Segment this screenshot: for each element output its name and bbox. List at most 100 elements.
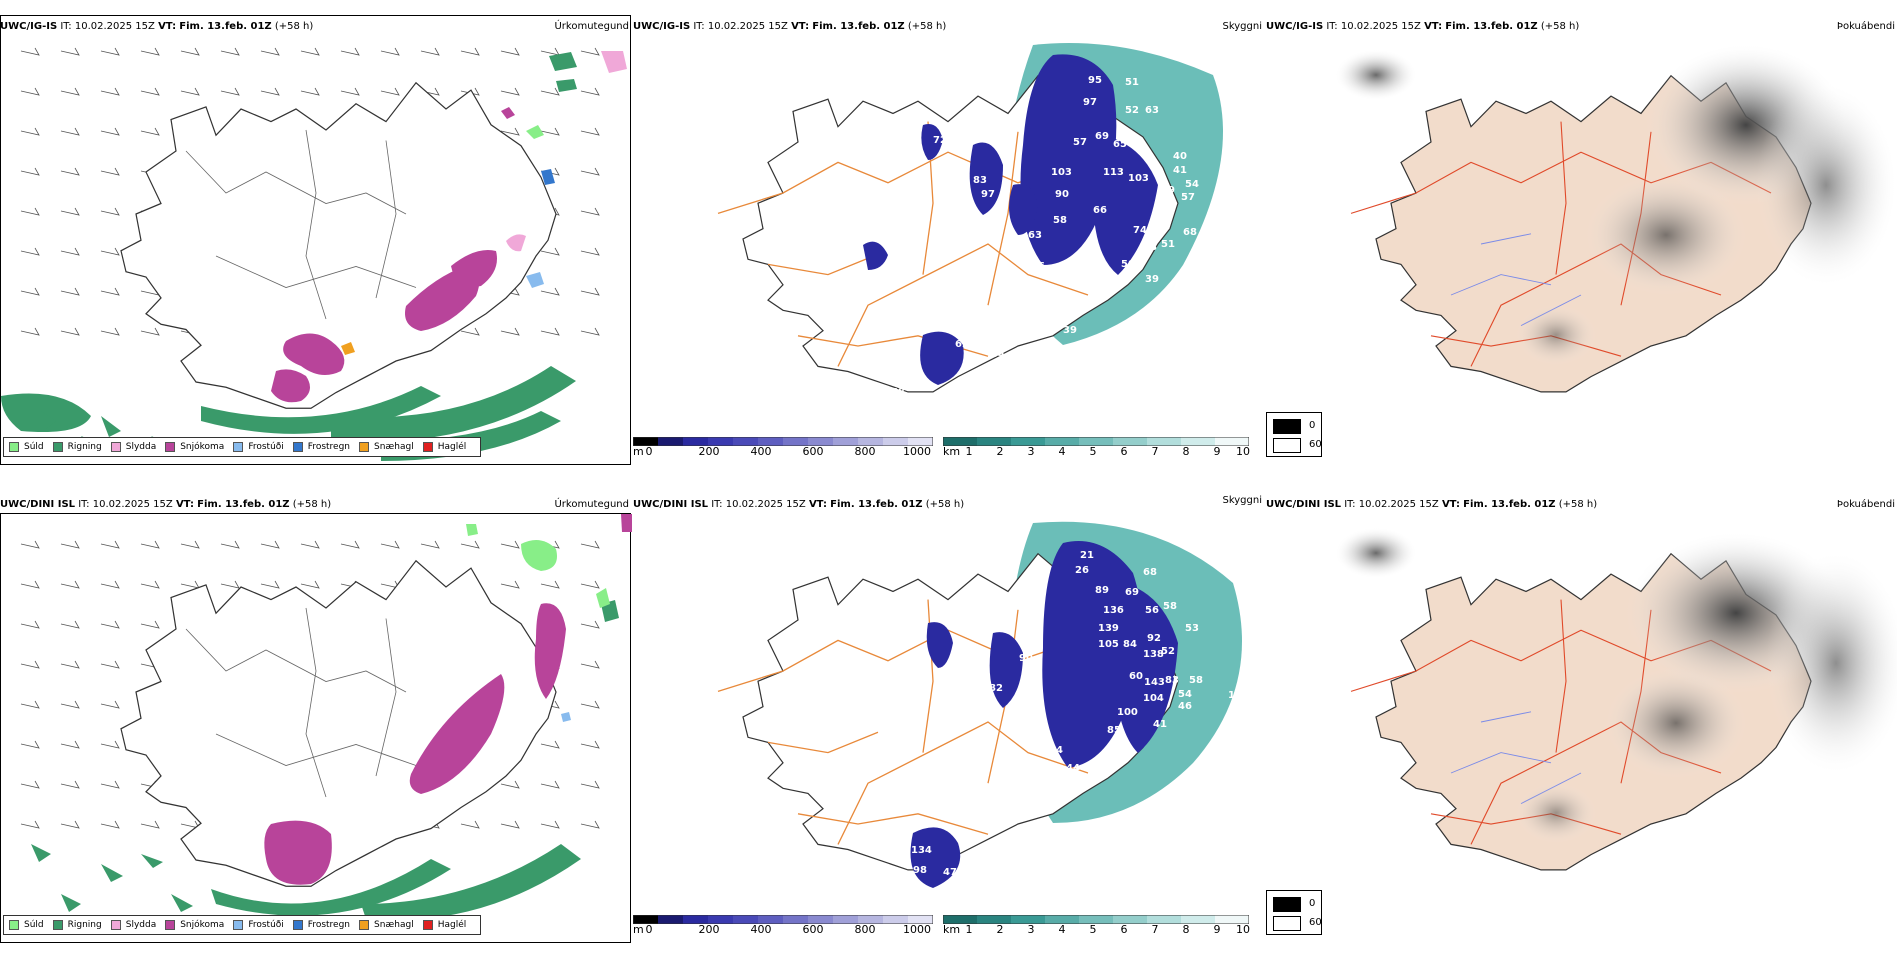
height-tick: 400 (750, 445, 772, 458)
svg-text:69: 69 (1125, 587, 1139, 598)
svg-text:65: 65 (1113, 139, 1127, 150)
svg-text:54: 54 (1178, 689, 1192, 700)
svg-text:52: 52 (1161, 646, 1175, 657)
svg-text:138: 138 (1143, 649, 1164, 660)
legend-item-rigning: Rigning (52, 442, 102, 452)
svg-text:58: 58 (891, 387, 905, 398)
svg-text:113: 113 (1103, 167, 1124, 178)
svg-text:51: 51 (1125, 77, 1139, 88)
cloud-tick: 10 (1236, 923, 1250, 936)
svg-text:105: 105 (1098, 639, 1119, 650)
valid-label: VT: (158, 21, 177, 32)
lead-time: (+58 h) (907, 21, 947, 32)
run-label: IT: (711, 499, 723, 510)
svg-text:44: 44 (1066, 763, 1080, 774)
svg-text:97: 97 (1083, 97, 1097, 108)
svg-text:30: 30 (915, 377, 929, 388)
valid-label: VT: (808, 499, 827, 510)
visibility-map: 21 68 26 89 69 56 78 112 139 105 84 92 5… (633, 513, 1264, 908)
svg-text:57: 57 (1181, 192, 1195, 203)
legend-item-frostregn: Frostregn (292, 920, 350, 930)
cloud-tick: 1 (965, 445, 973, 458)
height-tick: 200 (698, 923, 720, 936)
valid-time: Fim. 13.feb. 01Z (1445, 21, 1538, 32)
cloud-colorbar-swatches (943, 915, 1249, 924)
svg-text:48: 48 (1143, 242, 1157, 253)
model-name: UWC/DINI ISL (0, 499, 76, 510)
precip-map-svg (20, 514, 632, 921)
valid-time: Fim. 13.feb. 01Z (1463, 499, 1556, 510)
svg-text:104: 104 (1143, 693, 1164, 704)
svg-text:103: 103 (1128, 173, 1149, 184)
svg-text:74: 74 (1133, 225, 1147, 236)
valid-time: Fim. 13.feb. 01Z (812, 21, 905, 32)
svg-text:63: 63 (1028, 230, 1042, 241)
svg-text:83: 83 (1165, 675, 1179, 686)
legend-item-haglel: Haglél (422, 920, 466, 930)
precip-map (0, 513, 632, 943)
model-name: UWC/IG-IS (1266, 21, 1324, 32)
legend-item-slydda: Slydda (110, 442, 156, 452)
svg-text:68: 68 (1183, 227, 1197, 238)
cloud-tick: 7 (1151, 923, 1159, 936)
valid-label: VT: (1441, 499, 1460, 510)
height-colorbar-unit: m (633, 445, 644, 458)
fog-legend: 0 60 (1266, 890, 1322, 935)
svg-text:58: 58 (1053, 215, 1067, 226)
svg-text:21: 21 (1080, 550, 1094, 561)
visibility-map-svg: 21 68 26 89 69 56 78 112 139 105 84 92 5… (717, 521, 1249, 888)
svg-text:28: 28 (933, 185, 947, 196)
valid-label: VT: (1424, 21, 1443, 32)
cloud-tick: 6 (1120, 923, 1128, 936)
panel-header: UWC/IG-IS IT: 10.02.2025 15Z VT: Fim. 13… (0, 20, 633, 34)
cloud-tick: 2 (996, 923, 1004, 936)
panel-title: Úrkomutegund (554, 499, 629, 510)
panel-title: Úrkomutegund (554, 21, 629, 32)
svg-text:51: 51 (1161, 239, 1175, 250)
panel-header: UWC/DINI ISL IT: 10.02.2025 15Z VT: Fim.… (0, 498, 633, 512)
svg-text:58: 58 (1189, 675, 1203, 686)
height-tick: 600 (802, 445, 824, 458)
height-tick: 200 (698, 445, 720, 458)
svg-text:90: 90 (1055, 189, 1069, 200)
svg-text:82: 82 (989, 683, 1003, 694)
lead-time: (+58 h) (925, 499, 965, 510)
svg-text:107: 107 (1228, 690, 1249, 701)
precip-type-panel-top: UWC/IG-IS IT: 10.02.2025 15Z VT: Fim. 13… (0, 0, 633, 475)
cloud-tick: 10 (1236, 445, 1250, 458)
cloud-tick: 3 (1027, 445, 1035, 458)
height-colorbar-unit: m (633, 923, 644, 936)
valid-time: Fim. 13.feb. 01Z (179, 21, 272, 32)
fog-legend-value: 60 (1309, 917, 1322, 928)
svg-text:98: 98 (913, 865, 927, 876)
cloud-tick: 8 (1182, 923, 1190, 936)
precip-snow (264, 514, 632, 885)
precip-freezing-drizzle (561, 712, 571, 722)
svg-text:68: 68 (1143, 567, 1157, 578)
svg-text:41: 41 (1153, 719, 1167, 730)
run-time: 10.02.2025 15Z (74, 21, 155, 32)
precip-map-svg (1, 47, 627, 461)
svg-text:83: 83 (973, 175, 987, 186)
precip-type-panel-bottom: UWC/DINI ISL IT: 10.02.2025 15Z VT: Fim.… (0, 478, 633, 953)
visibility-panel-top: UWC/IG-IS IT: 10.02.2025 15Z VT: Fim. 13… (633, 0, 1266, 475)
svg-text:50: 50 (1121, 259, 1135, 270)
run-time: 10.02.2025 15Z (707, 21, 788, 32)
run-label: IT: (1326, 21, 1338, 32)
fog-map-svg (1336, 45, 1896, 393)
valid-time: Fim. 13.feb. 01Z (830, 499, 923, 510)
panel-header: UWC/IG-IS IT: 10.02.2025 15Z VT: Fim. 13… (633, 20, 1266, 34)
run-time: 10.02.2025 15Z (92, 499, 173, 510)
cloud-tick: 8 (1182, 445, 1190, 458)
svg-text:63: 63 (1145, 105, 1159, 116)
svg-text:95: 95 (953, 685, 967, 696)
panel-header: UWC/IG-IS IT: 10.02.2025 15Z VT: Fim. 13… (1266, 20, 1899, 34)
cloud-tick: 9 (1213, 445, 1221, 458)
model-name: UWC/DINI ISL (1266, 499, 1342, 510)
svg-text:39: 39 (1145, 274, 1159, 285)
lead-time: (+58 h) (274, 21, 314, 32)
visibility-panel-bottom: UWC/DINI ISL IT: 10.02.2025 15Z VT: Fim.… (633, 478, 1266, 953)
cloud-colorbar-unit: km (943, 445, 961, 458)
height-tick: 400 (750, 923, 772, 936)
cloud-tick: 4 (1058, 923, 1066, 936)
